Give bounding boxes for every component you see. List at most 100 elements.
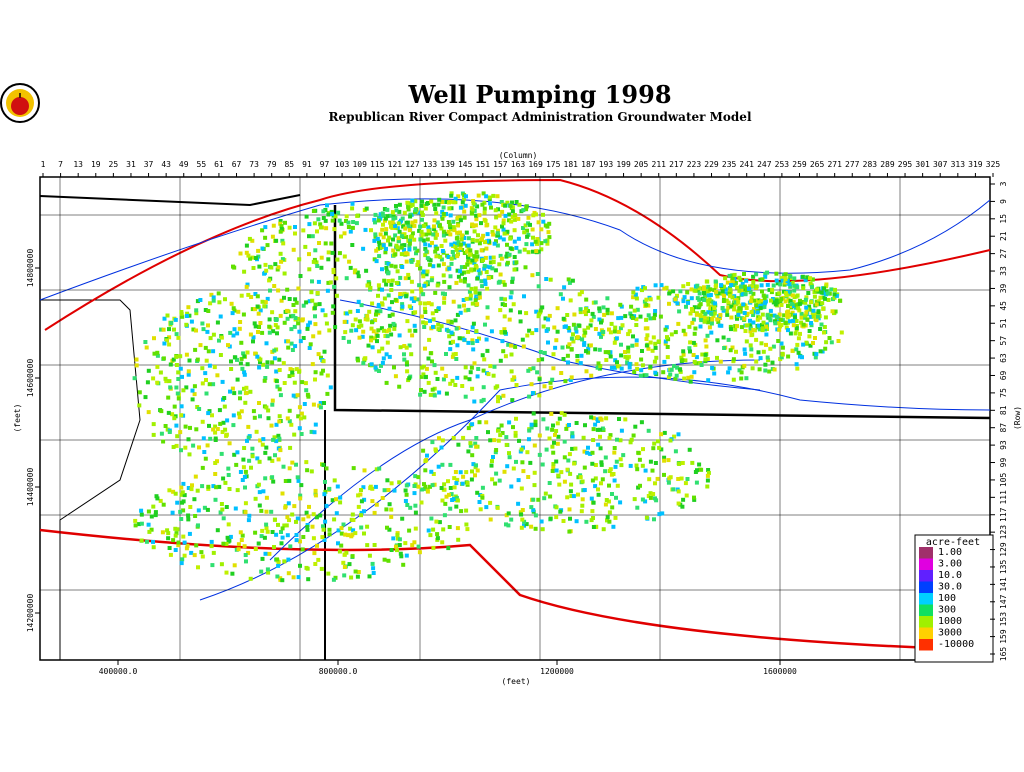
- pumping-cell: [730, 295, 735, 300]
- column-tick-label: 85: [284, 160, 294, 169]
- row-tick-label: 165: [999, 647, 1008, 662]
- pumping-cell: [561, 316, 566, 321]
- pumping-cell: [662, 286, 667, 291]
- pumping-cell: [562, 285, 567, 290]
- pumping-cell: [274, 439, 279, 444]
- pumping-cell: [315, 264, 320, 268]
- pumping-cell: [198, 298, 203, 302]
- pumping-cell: [531, 249, 535, 254]
- pumping-cell: [348, 309, 353, 314]
- pumping-cell: [398, 275, 403, 280]
- pumping-cell: [737, 275, 742, 280]
- pumping-cell: [364, 206, 369, 211]
- pumping-cell: [531, 366, 536, 371]
- pumping-cell: [304, 460, 309, 465]
- pumping-cell: [723, 287, 728, 292]
- pumping-cell: [640, 349, 644, 353]
- pumping-cell: [219, 562, 224, 567]
- pumping-cell: [473, 290, 478, 295]
- pumping-cell: [739, 316, 744, 321]
- pumping-cell: [261, 489, 266, 494]
- row-tick-label: 57: [999, 336, 1008, 346]
- pumping-cell: [801, 322, 806, 327]
- column-tick-label: 325: [986, 160, 1001, 169]
- pumping-cell: [782, 313, 787, 318]
- pumping-cell: [380, 287, 384, 292]
- column-tick-label: 151: [476, 160, 491, 169]
- pumping-cell: [614, 459, 619, 464]
- pumping-cell: [490, 477, 495, 482]
- pumping-cell: [319, 265, 324, 270]
- pumping-cell: [557, 416, 562, 421]
- column-tick-label: 199: [616, 160, 631, 169]
- subtitle: Republican River Compact Administration …: [328, 110, 751, 124]
- pumping-cell: [411, 299, 416, 303]
- pumping-cell: [748, 343, 753, 348]
- pumping-cell: [823, 346, 828, 351]
- pumping-cell: [378, 232, 383, 237]
- pumping-cell: [310, 298, 315, 303]
- pumping-cell: [270, 398, 275, 403]
- pumping-cell: [410, 543, 415, 548]
- pumping-cell: [551, 450, 556, 455]
- pumping-cell: [783, 272, 788, 277]
- pumping-cell: [212, 365, 217, 370]
- pumping-cell: [372, 238, 377, 243]
- pumping-cell: [446, 329, 451, 334]
- pumping-cell: [359, 525, 364, 530]
- pumping-cell: [266, 416, 271, 421]
- pumping-cell: [492, 241, 497, 246]
- pumping-cell: [607, 499, 611, 504]
- pumping-cell: [255, 354, 260, 359]
- pumping-cell: [265, 243, 270, 248]
- pumping-cell: [328, 385, 333, 390]
- pumping-cell: [342, 552, 347, 557]
- pumping-cell: [331, 270, 336, 275]
- pumping-cell: [200, 484, 205, 489]
- pumping-cell: [645, 326, 650, 331]
- pumping-cell: [220, 507, 225, 512]
- pumping-cell: [159, 409, 164, 414]
- pumping-cell: [415, 263, 420, 267]
- pumping-cell: [808, 343, 813, 348]
- pumping-cell: [211, 298, 216, 303]
- pumping-cell: [468, 441, 473, 446]
- pumping-cell: [466, 330, 470, 334]
- pumping-cell: [531, 235, 535, 240]
- pumping-cell: [596, 419, 600, 423]
- pumping-cell: [231, 413, 236, 418]
- pumping-cell: [224, 570, 229, 575]
- pumping-cell: [700, 352, 705, 357]
- pumping-cell: [294, 519, 298, 524]
- pumping-cell: [742, 363, 747, 368]
- pumping-cell: [736, 312, 741, 317]
- pumping-cell: [764, 324, 769, 329]
- pumping-cell: [313, 302, 318, 307]
- column-tick-label: 25: [109, 160, 119, 169]
- pumping-cell: [561, 357, 566, 361]
- pumping-cell: [180, 314, 185, 319]
- pumping-cell: [505, 464, 510, 469]
- pumping-cell: [289, 341, 294, 346]
- pumping-cell: [497, 478, 502, 483]
- legend: acre-feet 1.003.0010.030.010030010003000…: [914, 534, 994, 663]
- pumping-cell: [441, 262, 446, 267]
- pumping-cell: [525, 228, 529, 233]
- pumping-cell: [465, 262, 470, 267]
- pumping-cell: [452, 228, 457, 233]
- pumping-cell: [421, 238, 426, 243]
- pumping-cell: [525, 333, 530, 338]
- pumping-cell: [416, 210, 421, 215]
- pumping-cell: [260, 299, 265, 304]
- pumping-cell: [478, 493, 483, 497]
- pumping-cell: [532, 470, 537, 475]
- pumping-cell: [339, 543, 344, 548]
- pumping-cell: [561, 519, 566, 523]
- pumping-cell: [678, 369, 683, 374]
- pumping-cell: [477, 500, 482, 504]
- pumping-cell: [189, 319, 194, 324]
- pumping-cell: [565, 353, 570, 358]
- pumping-cell: [361, 485, 366, 490]
- legend-label: 1.00: [938, 547, 962, 558]
- pumping-cell: [407, 343, 412, 348]
